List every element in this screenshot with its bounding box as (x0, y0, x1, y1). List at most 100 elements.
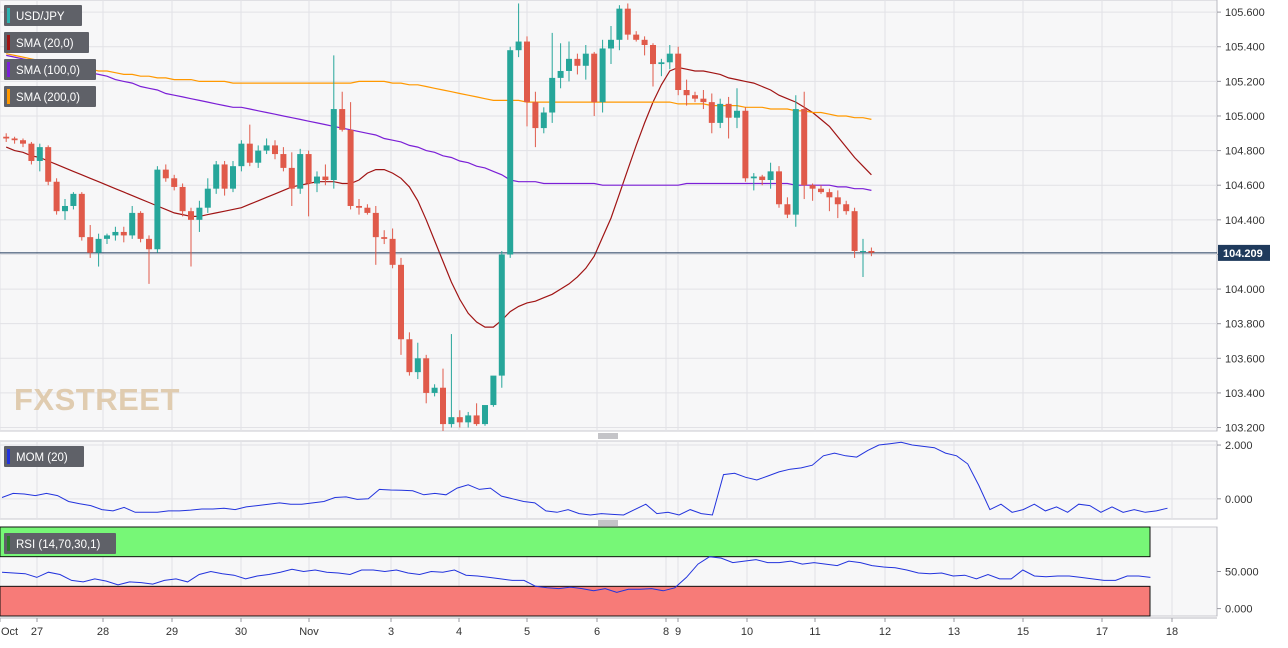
candle (700, 90, 707, 110)
candle (347, 102, 354, 210)
candle-body (574, 58, 581, 66)
panel-resize-handle-0[interactable] (598, 433, 618, 439)
candle-body (582, 53, 589, 66)
candle (389, 228, 396, 269)
candle (851, 207, 858, 258)
candle-body (633, 34, 640, 40)
candle (246, 124, 253, 167)
x-tick-label: 17 (1096, 626, 1108, 638)
candle (784, 197, 791, 219)
candle (431, 384, 438, 397)
candle-body (734, 110, 740, 118)
legend-usdjpy-swatch (7, 8, 10, 23)
candle (566, 41, 572, 82)
candle (641, 36, 648, 56)
candle (238, 140, 245, 172)
candle-body (221, 164, 228, 189)
candle-body (322, 176, 329, 181)
candle-body (591, 53, 598, 103)
y-tick-label: 103.800 (1225, 319, 1265, 331)
panel-resize-handle-1[interactable] (598, 520, 618, 526)
candle (11, 136, 18, 144)
candle (137, 211, 144, 243)
fxstreet-watermark: FXSTREET (14, 382, 180, 417)
candle-body (473, 415, 480, 425)
candle (708, 93, 715, 134)
candle-body (11, 138, 18, 141)
candle (675, 46, 682, 96)
candle-body (700, 98, 707, 103)
candle-body (624, 8, 631, 35)
legend-mom[interactable]: MOM (20) (4, 446, 84, 467)
candle-body (87, 237, 94, 253)
y-tick-label: 103.400 (1225, 388, 1265, 400)
legend-sma200[interactable]: SMA (200,0) (4, 86, 96, 107)
legend-sma100[interactable]: SMA (100,0) (4, 59, 96, 80)
legend-usdjpy-bg (4, 5, 82, 26)
candle (683, 79, 690, 106)
legend-rsi[interactable]: RSI (14,70,30,1) (4, 533, 116, 554)
candle (171, 174, 178, 191)
candle-body (834, 197, 841, 205)
legend-usdjpy[interactable]: USD/JPY (4, 5, 82, 26)
x-tick-label: 8 (663, 626, 669, 638)
candle (280, 147, 287, 172)
y-tick-label: 105.600 (1225, 7, 1265, 19)
y-tick-label: 105.200 (1225, 76, 1265, 88)
candle-body (230, 166, 236, 189)
legend-sma100-swatch (7, 62, 10, 77)
candle-body (826, 192, 833, 198)
candle (818, 185, 824, 194)
candle-body (196, 207, 203, 220)
candle-body (272, 145, 278, 155)
candle (364, 204, 371, 215)
candle-body (532, 102, 539, 129)
candle-body (246, 143, 253, 163)
candle-body (557, 70, 564, 78)
candle-body (129, 212, 136, 236)
y-tick-label: 104.800 (1225, 146, 1265, 158)
candle-body (566, 58, 572, 71)
candle-body (784, 204, 791, 215)
chart-panel-1 (0, 440, 1218, 520)
legend-sma100-bg (4, 59, 96, 80)
legend-sma200-swatch (7, 89, 10, 104)
candle (104, 233, 110, 245)
x-tick-label: 3 (388, 626, 394, 638)
legend-rsi-bg (4, 533, 116, 554)
candle-body (364, 207, 371, 213)
candle (339, 91, 346, 132)
candle (62, 199, 68, 220)
candle (767, 162, 774, 189)
legend-sma20[interactable]: SMA (20,0) (4, 32, 89, 53)
candle-body (339, 109, 346, 130)
x-tick-label: 29 (166, 626, 178, 638)
candle (557, 43, 564, 89)
candle (314, 171, 320, 193)
mom-tick-label: 0.000 (1225, 494, 1253, 506)
y-tick-label: 104.600 (1225, 180, 1265, 192)
candle-body (465, 415, 472, 423)
candle (742, 107, 749, 182)
candle-body (297, 154, 304, 189)
x-tick-label: Nov (299, 626, 319, 638)
candle (633, 31, 640, 42)
candle-body (20, 140, 26, 144)
candle-body (288, 167, 295, 189)
x-tick-label: 15 (1017, 626, 1029, 638)
candle (146, 235, 152, 284)
candle-body (423, 358, 430, 393)
x-tick-label: 18 (1166, 626, 1178, 638)
candle (414, 342, 421, 380)
candle-body (750, 176, 757, 179)
x-tick-label: 12 (879, 626, 891, 638)
candle-body (809, 185, 816, 189)
candle (36, 143, 43, 172)
candle-body (104, 235, 110, 239)
candle-body (608, 39, 614, 49)
candle-body (658, 62, 665, 65)
x-tick-label: 6 (594, 626, 600, 638)
x-tick-label: 30 (235, 626, 247, 638)
candle (750, 173, 757, 191)
